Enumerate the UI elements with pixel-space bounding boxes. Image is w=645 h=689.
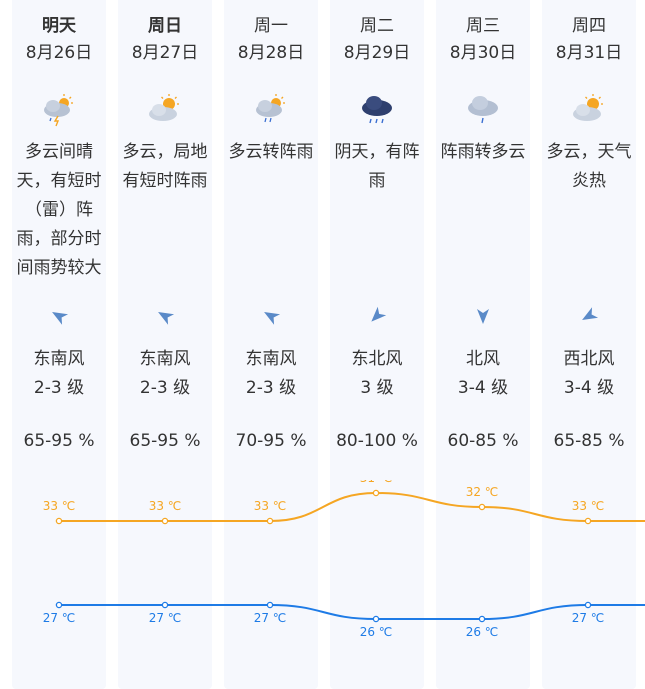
wind-direction-arrow-icon [52, 312, 69, 325]
day-date: 8月29日 [343, 43, 411, 63]
wind-direction: 东南风 [245, 349, 297, 369]
cloudy-sun-thunder-rain-icon [44, 94, 73, 127]
high-temp-label: 33 ℃ [254, 499, 287, 513]
humidity: 60-85 % [447, 431, 519, 451]
day-column: 周日 8月27日 多云，局地有短时阵雨 东南风 2-3 级 65-95 % [118, 0, 212, 689]
low-temp-label: 27 ℃ [572, 611, 605, 625]
low-temp-point [478, 615, 486, 623]
day-column: 周三 8月30日 阵雨转多云 北风 3-4 级 60-85 % [436, 0, 530, 689]
wind-level: 2-3 级 [33, 378, 85, 398]
day-name: 周一 [254, 16, 288, 36]
high-temp-point [478, 503, 486, 511]
weather-description: 多云，天气炎热 [546, 142, 632, 191]
wind-direction: 东南风 [139, 349, 191, 369]
high-temp-label: 31 ℃ [360, 480, 393, 485]
low-temp-label: 27 ℃ [254, 611, 287, 625]
partly-cloudy-sun-icon [149, 94, 179, 121]
wind-direction: 北风 [466, 349, 500, 369]
cloud-shower-icon [468, 96, 498, 124]
day-name: 周二 [360, 16, 394, 36]
low-temp-label: 27 ℃ [149, 611, 182, 625]
high-temp-point [161, 517, 169, 525]
day-date: 8月26日 [25, 43, 93, 63]
day-date: 8月30日 [449, 43, 517, 63]
day-name: 周日 [148, 16, 182, 36]
high-temp-point [266, 517, 274, 525]
high-temp-label: 33 ℃ [149, 499, 182, 513]
day-column: 明天 8月26日 多云间晴天，有短时（雷）阵雨，部分时间雨势较大 东南风 2-3… [12, 0, 106, 689]
temperature-chart: 33 ℃ 33 ℃ 33 ℃ 31 ℃ 32 ℃ 33 ℃ 27 ℃ 27 ℃ 27 ℃ 26 ℃… [43, 480, 645, 639]
high-temp-label: 33 ℃ [43, 499, 76, 513]
weather-description: 多云转阵雨 [228, 142, 314, 162]
high-temp-point [55, 517, 63, 525]
low-temp-point [266, 601, 274, 609]
day-date: 8月28日 [237, 43, 305, 63]
humidity: 70-95 % [235, 431, 307, 451]
humidity: 80-100 % [336, 431, 418, 451]
day-name: 周四 [572, 16, 606, 36]
overcast-rain-icon [362, 96, 392, 124]
wind-direction-arrow-icon [264, 312, 281, 325]
low-temp-label: 26 ℃ [466, 625, 499, 639]
day-name: 周三 [466, 16, 500, 36]
wind-direction: 东南风 [33, 349, 85, 369]
humidity: 65-95 % [129, 431, 201, 451]
wind-direction-arrow-icon [477, 309, 489, 324]
weather-description: 阴天，有阵雨 [334, 142, 420, 191]
high-temp-line [59, 491, 645, 522]
low-temp-line [58, 604, 645, 620]
humidity: 65-95 % [23, 431, 95, 451]
day-column: 周四 8月31日 多云，天气炎热 西北风 3-4 级 65-85 % [542, 0, 636, 689]
low-temp-point [372, 615, 380, 623]
wind-level: 2-3 级 [139, 378, 191, 398]
weather-description: 多云间晴天，有短时（雷）阵雨，部分时间雨势较大 [16, 142, 102, 278]
high-temp-label: 32 ℃ [466, 485, 499, 499]
day-date: 8月31日 [555, 43, 623, 63]
low-temp-label: 27 ℃ [43, 611, 76, 625]
day-column: 周二 8月29日 阴天，有阵雨 东北风 3 级 80-100 % [330, 0, 424, 689]
wind-level: 3 级 [360, 378, 394, 398]
day-column: 周一 8月28日 多云转阵雨 东南风 2-3 级 70-95 % [224, 0, 318, 689]
low-temp-point [161, 601, 169, 609]
high-temp-point [584, 517, 592, 525]
high-temp-point [372, 489, 380, 497]
humidity: 65-85 % [553, 431, 625, 451]
low-temp-point [584, 601, 592, 609]
day-date: 8月27日 [131, 43, 199, 63]
wind-direction-arrow-icon [582, 307, 599, 320]
high-temp-label: 33 ℃ [572, 499, 605, 513]
wind-direction: 西北风 [563, 349, 615, 369]
partly-cloudy-sun-icon [573, 94, 603, 121]
weather-description: 多云，局地有短时阵雨 [122, 142, 208, 191]
wind-direction: 东北风 [351, 349, 403, 369]
wind-level: 3-4 级 [563, 378, 615, 398]
weather-description: 阵雨转多云 [440, 142, 526, 162]
cloudy-sun-rain-icon [256, 94, 285, 123]
wind-level: 3-4 级 [457, 378, 509, 398]
wind-direction-arrow-icon [371, 306, 387, 322]
wind-level: 2-3 级 [245, 378, 297, 398]
low-temp-label: 26 ℃ [360, 625, 393, 639]
low-temp-point [55, 601, 63, 609]
wind-direction-arrow-icon [158, 312, 175, 325]
day-name: 明天 [42, 16, 76, 36]
